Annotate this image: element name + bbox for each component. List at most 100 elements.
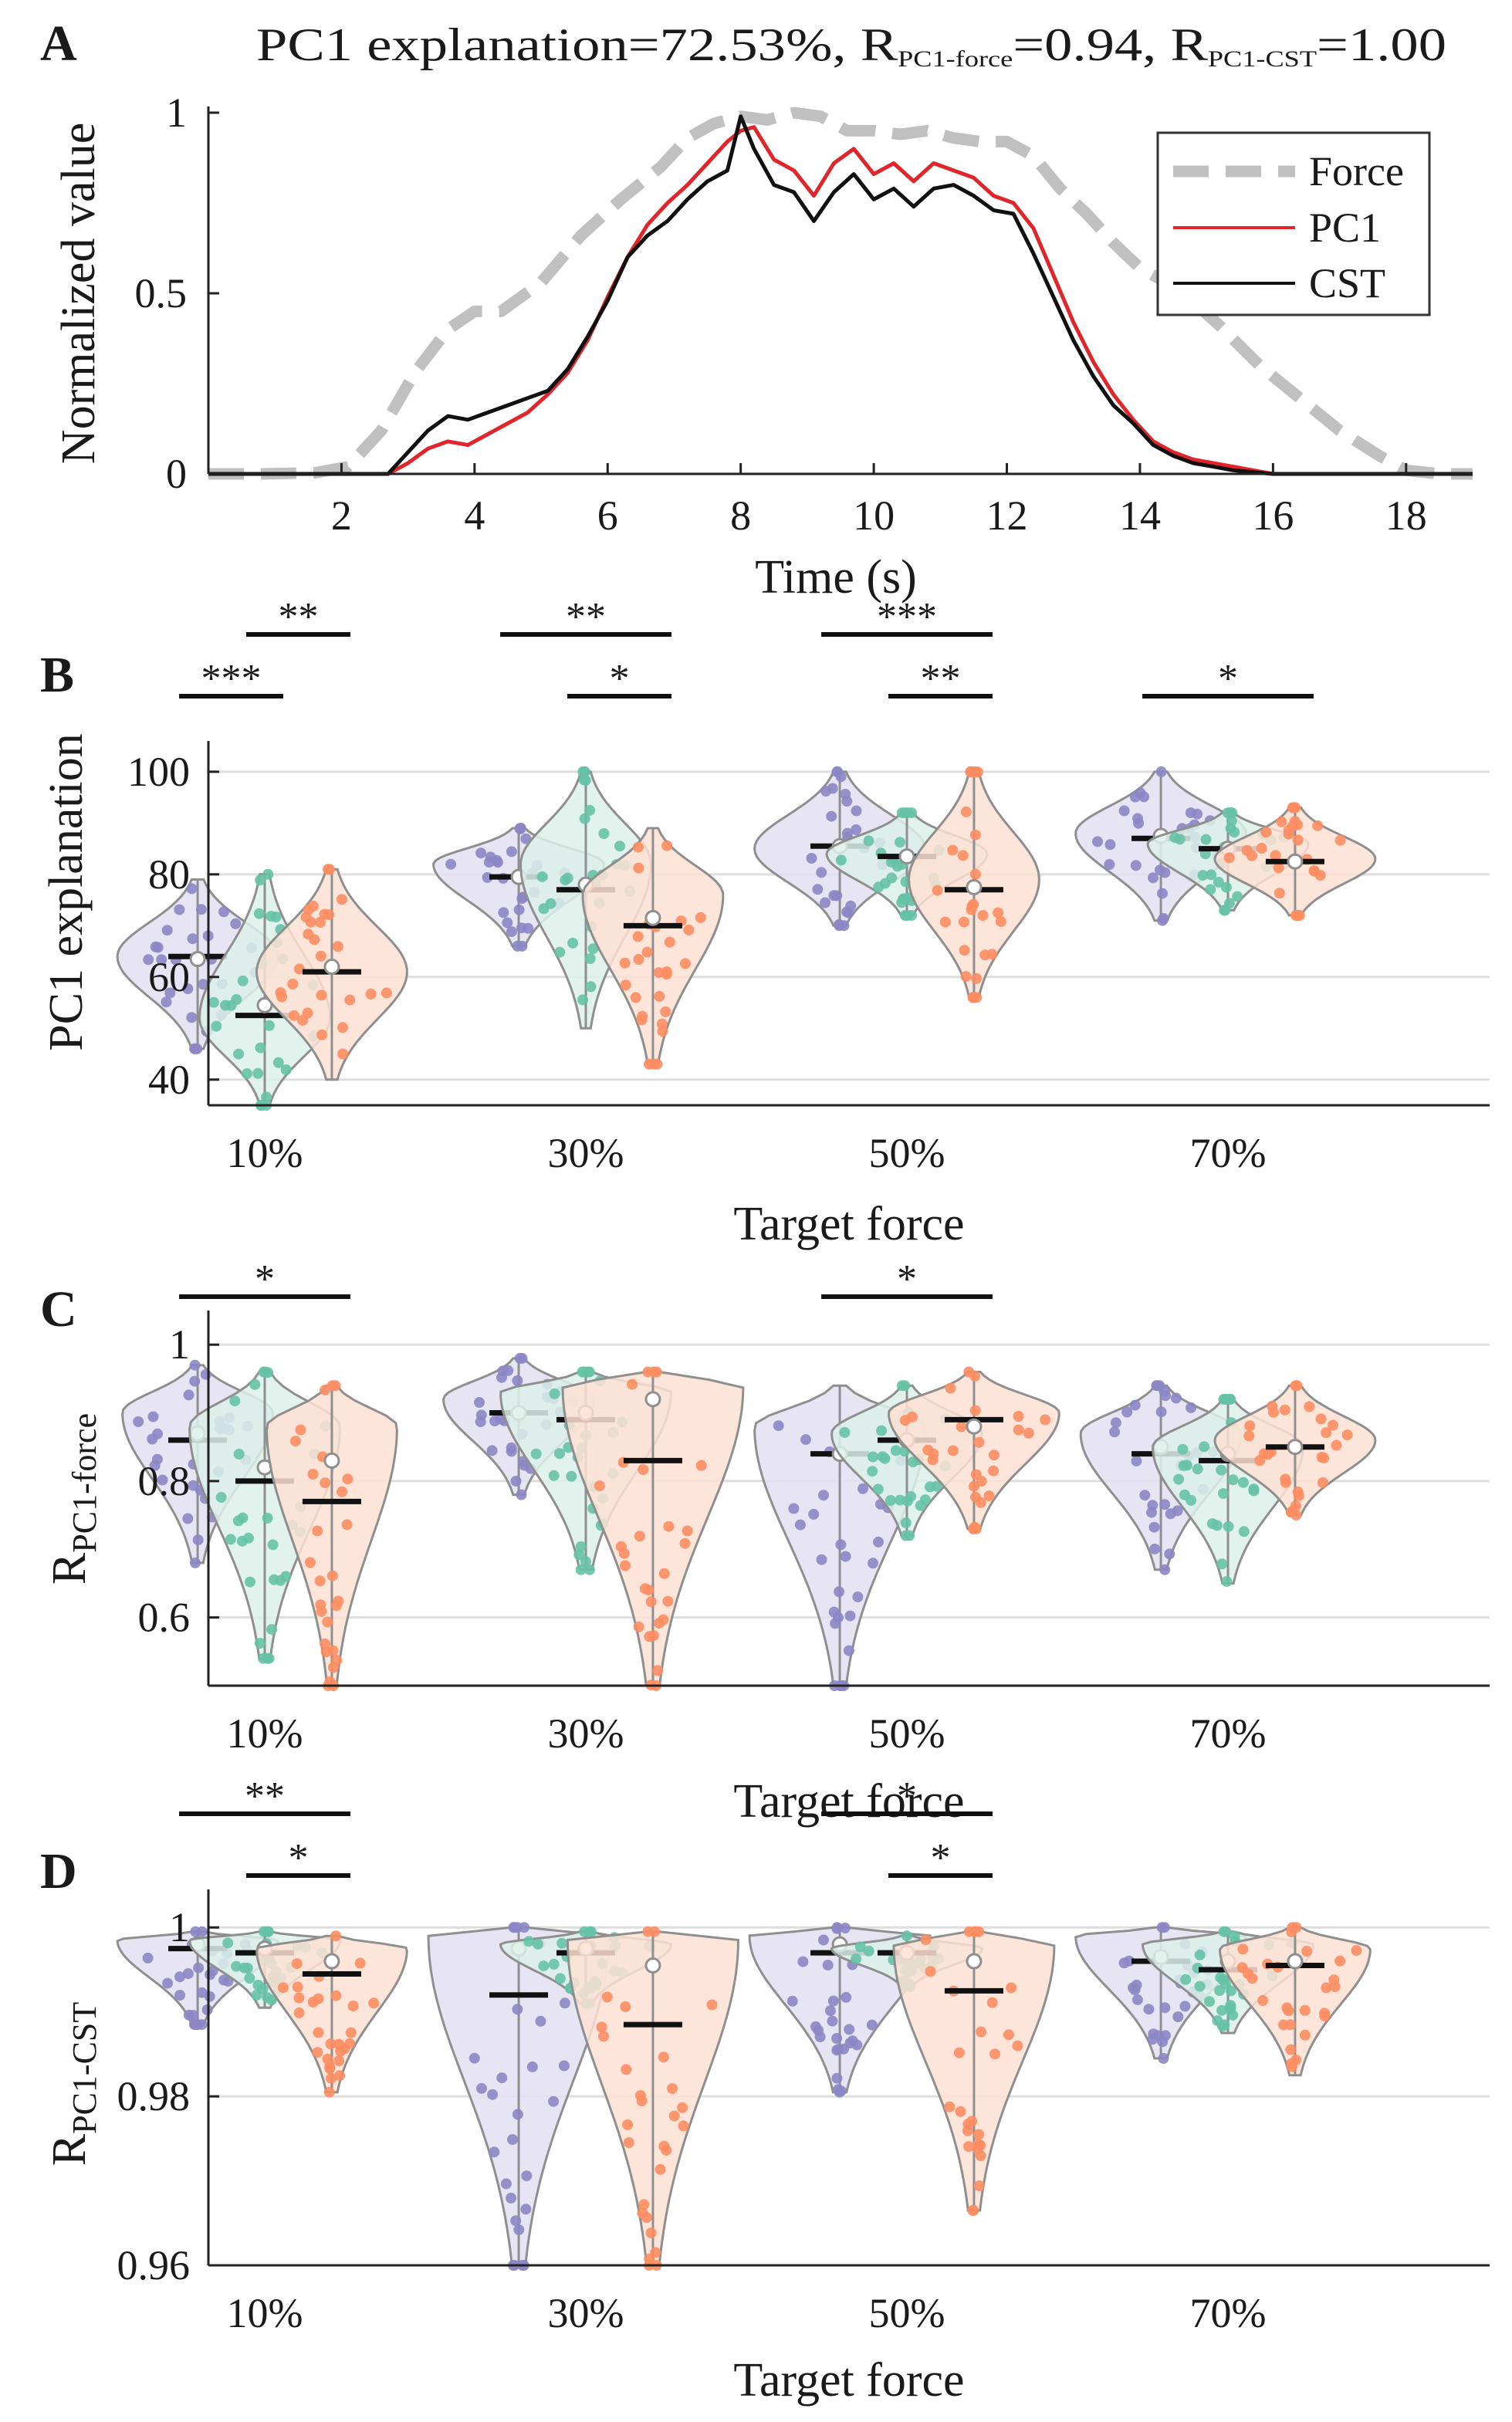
data-point — [337, 1486, 348, 1497]
data-point — [1172, 2011, 1184, 2022]
data-point — [1246, 1973, 1258, 1984]
data-point — [947, 844, 959, 856]
data-point — [502, 1365, 514, 1376]
data-point — [1285, 2044, 1297, 2055]
significance-stars: * — [897, 1257, 917, 1301]
data-point — [262, 868, 274, 880]
data-point — [843, 1645, 854, 1656]
data-point — [323, 909, 335, 921]
data-point — [977, 910, 989, 921]
data-point — [989, 2048, 1001, 2060]
data-point — [1218, 1488, 1229, 1499]
data-point — [1206, 869, 1217, 881]
panel-d-x-axis-label: Target force — [733, 2354, 964, 2407]
data-point — [1129, 1399, 1141, 1411]
data-point — [489, 2146, 500, 2158]
data-point — [548, 1470, 560, 1481]
significance-stars: * — [897, 1774, 917, 1818]
data-point — [932, 885, 943, 896]
data-point — [1159, 1499, 1171, 1510]
data-point — [895, 1494, 906, 1506]
data-point — [1229, 1930, 1240, 1942]
data-point — [243, 1532, 254, 1544]
data-point — [1170, 1392, 1182, 1404]
data-point — [1292, 910, 1304, 921]
y-tick-label: 0.96 — [117, 2242, 191, 2288]
data-point — [342, 1473, 353, 1485]
data-point — [851, 1953, 862, 1964]
data-point — [1216, 2004, 1228, 2016]
data-point — [516, 922, 527, 934]
data-point — [262, 1512, 273, 1524]
data-point — [249, 1378, 261, 1390]
data-point — [900, 1530, 912, 1541]
data-point — [322, 1616, 333, 1628]
data-point — [567, 937, 579, 949]
significance-stars: * — [930, 1836, 950, 1880]
data-point — [535, 2015, 546, 2027]
panel-a-x-tick-label: 4 — [464, 492, 485, 539]
data-point — [1181, 1460, 1192, 1471]
data-point — [230, 918, 242, 929]
data-point — [1205, 884, 1216, 895]
panel-a-x-tick-label: 2 — [331, 492, 352, 539]
data-point — [157, 1474, 168, 1486]
data-point — [651, 1366, 662, 1378]
data-point — [831, 2072, 843, 2084]
data-point — [877, 1451, 888, 1463]
data-point — [500, 2178, 512, 2190]
data-point — [1243, 1430, 1255, 1442]
data-point — [969, 1480, 979, 1492]
data-point — [634, 1531, 645, 1542]
category-label: 10% — [227, 1130, 303, 1176]
data-point — [554, 1448, 565, 1460]
data-point — [1331, 1439, 1342, 1451]
data-point — [896, 807, 908, 819]
data-point — [323, 864, 333, 875]
data-point — [1159, 2002, 1171, 2014]
data-point — [1292, 834, 1304, 846]
data-point — [516, 1489, 527, 1500]
data-point — [560, 874, 571, 886]
mean-marker — [898, 848, 915, 865]
data-point — [1280, 1473, 1291, 1485]
data-point — [939, 916, 951, 928]
data-point — [973, 1436, 985, 1448]
data-point — [1321, 1427, 1332, 1439]
data-point — [315, 917, 326, 928]
panel-b-label: B — [40, 647, 74, 703]
y-tick-label: 1 — [169, 1321, 190, 1368]
data-point — [663, 1521, 675, 1532]
category-label: 10% — [227, 1710, 303, 1757]
data-point — [596, 2021, 607, 2033]
data-point — [315, 1599, 326, 1611]
data-point — [1121, 1406, 1133, 1418]
significance-stars: ** — [566, 595, 606, 639]
data-point — [1290, 1922, 1302, 1933]
data-point — [638, 1464, 649, 1475]
data-point — [506, 846, 517, 858]
data-point — [630, 992, 641, 1003]
data-point — [330, 1930, 342, 1942]
data-point — [295, 1424, 306, 1436]
panel-d-y-label-main: R — [43, 2133, 96, 2166]
data-point — [578, 774, 590, 786]
data-point — [156, 954, 167, 966]
data-point — [831, 2033, 843, 2044]
mean-marker — [966, 878, 983, 895]
data-point — [788, 1503, 800, 1514]
data-point — [830, 1618, 841, 1629]
data-point — [255, 1638, 266, 1649]
category-label: 50% — [869, 1710, 945, 1757]
data-point — [1287, 820, 1298, 832]
title-subscript-2: PC1-CST — [1208, 46, 1317, 72]
data-point — [633, 954, 644, 965]
panel-a-x-tick-label: 6 — [597, 492, 618, 539]
data-point — [195, 904, 207, 915]
data-point — [161, 996, 172, 1008]
data-point — [1244, 1420, 1256, 1432]
data-point — [1199, 1441, 1210, 1453]
data-point — [678, 2120, 689, 2132]
data-point — [1286, 2061, 1297, 2072]
